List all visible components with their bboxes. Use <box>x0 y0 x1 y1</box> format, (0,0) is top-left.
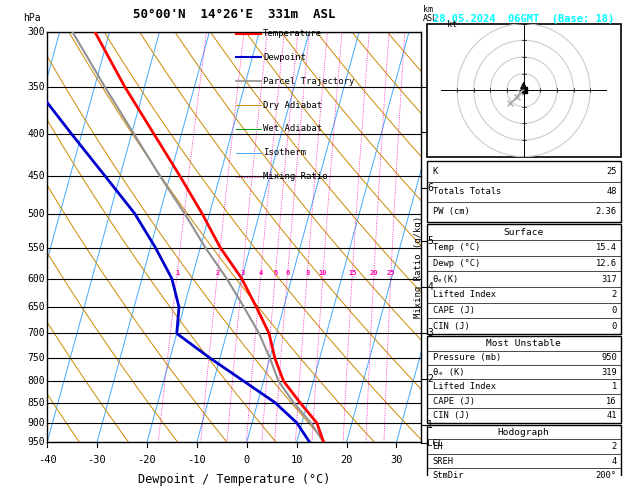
Text: hPa: hPa <box>23 14 40 23</box>
Text: Surface: Surface <box>504 227 543 237</box>
Text: km
ASL: km ASL <box>423 5 438 23</box>
Text: CIN (J): CIN (J) <box>433 322 469 330</box>
Text: 319: 319 <box>601 368 617 377</box>
Text: Lifted Index: Lifted Index <box>433 290 496 299</box>
Text: Dewp (°C): Dewp (°C) <box>433 259 480 268</box>
Text: 0: 0 <box>243 454 250 465</box>
Text: 10: 10 <box>319 270 327 276</box>
Text: 10: 10 <box>291 454 303 465</box>
Text: PW (cm): PW (cm) <box>433 208 469 216</box>
Text: Dewpoint: Dewpoint <box>263 53 306 62</box>
Text: -40: -40 <box>38 454 57 465</box>
Text: 20: 20 <box>340 454 353 465</box>
Text: 950: 950 <box>601 353 617 363</box>
Text: EH: EH <box>433 442 443 451</box>
Text: 200°: 200° <box>596 471 617 480</box>
Text: 5: 5 <box>274 270 277 276</box>
Text: 650: 650 <box>28 302 45 312</box>
Text: -10: -10 <box>187 454 206 465</box>
Text: 25: 25 <box>606 167 617 176</box>
Text: Hodograph: Hodograph <box>498 428 550 437</box>
Text: 41: 41 <box>606 411 617 420</box>
Bar <box>426 225 621 334</box>
Text: θₑ (K): θₑ (K) <box>433 368 464 377</box>
Text: 8: 8 <box>427 82 433 91</box>
Text: CAPE (J): CAPE (J) <box>433 306 474 315</box>
Text: CAPE (J): CAPE (J) <box>433 397 474 405</box>
Text: 350: 350 <box>28 82 45 91</box>
Bar <box>426 24 621 156</box>
Text: θₑ(K): θₑ(K) <box>433 275 459 284</box>
Text: Most Unstable: Most Unstable <box>486 339 561 348</box>
Text: 800: 800 <box>28 376 45 386</box>
Text: 500: 500 <box>28 208 45 219</box>
Text: 1: 1 <box>175 270 179 276</box>
Text: 16: 16 <box>606 397 617 405</box>
Text: 750: 750 <box>28 353 45 363</box>
Text: 15.4: 15.4 <box>596 243 617 252</box>
Text: 0: 0 <box>611 322 617 330</box>
Text: 600: 600 <box>28 274 45 283</box>
Text: 25: 25 <box>387 270 395 276</box>
Text: -20: -20 <box>138 454 157 465</box>
Text: 317: 317 <box>601 275 617 284</box>
Text: 900: 900 <box>28 418 45 428</box>
Text: Pressure (mb): Pressure (mb) <box>433 353 501 363</box>
Text: 2.36: 2.36 <box>596 208 617 216</box>
Text: Temp (°C): Temp (°C) <box>433 243 480 252</box>
Text: -30: -30 <box>87 454 106 465</box>
Text: SREH: SREH <box>433 457 454 466</box>
Text: 2: 2 <box>611 290 617 299</box>
Text: 50°00'N  14°26'E  331m  ASL: 50°00'N 14°26'E 331m ASL <box>133 8 335 21</box>
Text: Dewpoint / Temperature (°C): Dewpoint / Temperature (°C) <box>138 473 330 486</box>
Text: Isotherm: Isotherm <box>263 148 306 157</box>
Text: Mixing Ratio (g/kg): Mixing Ratio (g/kg) <box>414 216 423 318</box>
Text: LCL: LCL <box>427 438 443 448</box>
Text: 4: 4 <box>427 282 433 293</box>
Text: 20: 20 <box>370 270 378 276</box>
Text: 12.6: 12.6 <box>596 259 617 268</box>
Text: 7: 7 <box>427 127 433 138</box>
Text: 4: 4 <box>611 457 617 466</box>
Bar <box>426 336 621 423</box>
Text: 950: 950 <box>28 437 45 447</box>
Text: Wet Adiabat: Wet Adiabat <box>263 124 322 134</box>
Text: 300: 300 <box>28 27 45 36</box>
Text: Dry Adiabat: Dry Adiabat <box>263 101 322 110</box>
Text: Lifted Index: Lifted Index <box>433 382 496 391</box>
Text: K: K <box>433 167 438 176</box>
Text: 450: 450 <box>28 171 45 181</box>
Text: 6: 6 <box>286 270 290 276</box>
Text: 1: 1 <box>611 382 617 391</box>
Text: 30: 30 <box>390 454 403 465</box>
Text: Temperature: Temperature <box>263 29 322 38</box>
Text: 15: 15 <box>348 270 357 276</box>
Bar <box>426 425 621 486</box>
Text: CIN (J): CIN (J) <box>433 411 469 420</box>
Text: Mixing Ratio: Mixing Ratio <box>263 172 328 181</box>
Text: 3: 3 <box>240 270 245 276</box>
Text: 400: 400 <box>28 129 45 139</box>
Text: 2: 2 <box>427 374 433 384</box>
Text: Totals Totals: Totals Totals <box>433 187 501 196</box>
Bar <box>426 161 621 222</box>
Text: 550: 550 <box>28 243 45 253</box>
Text: 8: 8 <box>305 270 309 276</box>
Text: 850: 850 <box>28 398 45 408</box>
Text: 5: 5 <box>427 236 433 246</box>
Text: 28.05.2024  06GMT  (Base: 18): 28.05.2024 06GMT (Base: 18) <box>433 15 615 24</box>
Text: 0: 0 <box>611 306 617 315</box>
Text: 700: 700 <box>28 329 45 338</box>
Text: 48: 48 <box>606 187 617 196</box>
Text: 2: 2 <box>216 270 220 276</box>
Text: 4: 4 <box>259 270 263 276</box>
Text: StmDir: StmDir <box>433 471 464 480</box>
Text: 3: 3 <box>427 329 433 338</box>
Text: 6: 6 <box>427 183 433 193</box>
Text: 1: 1 <box>427 420 433 430</box>
Text: 2: 2 <box>611 442 617 451</box>
Text: Parcel Trajectory: Parcel Trajectory <box>263 77 355 86</box>
